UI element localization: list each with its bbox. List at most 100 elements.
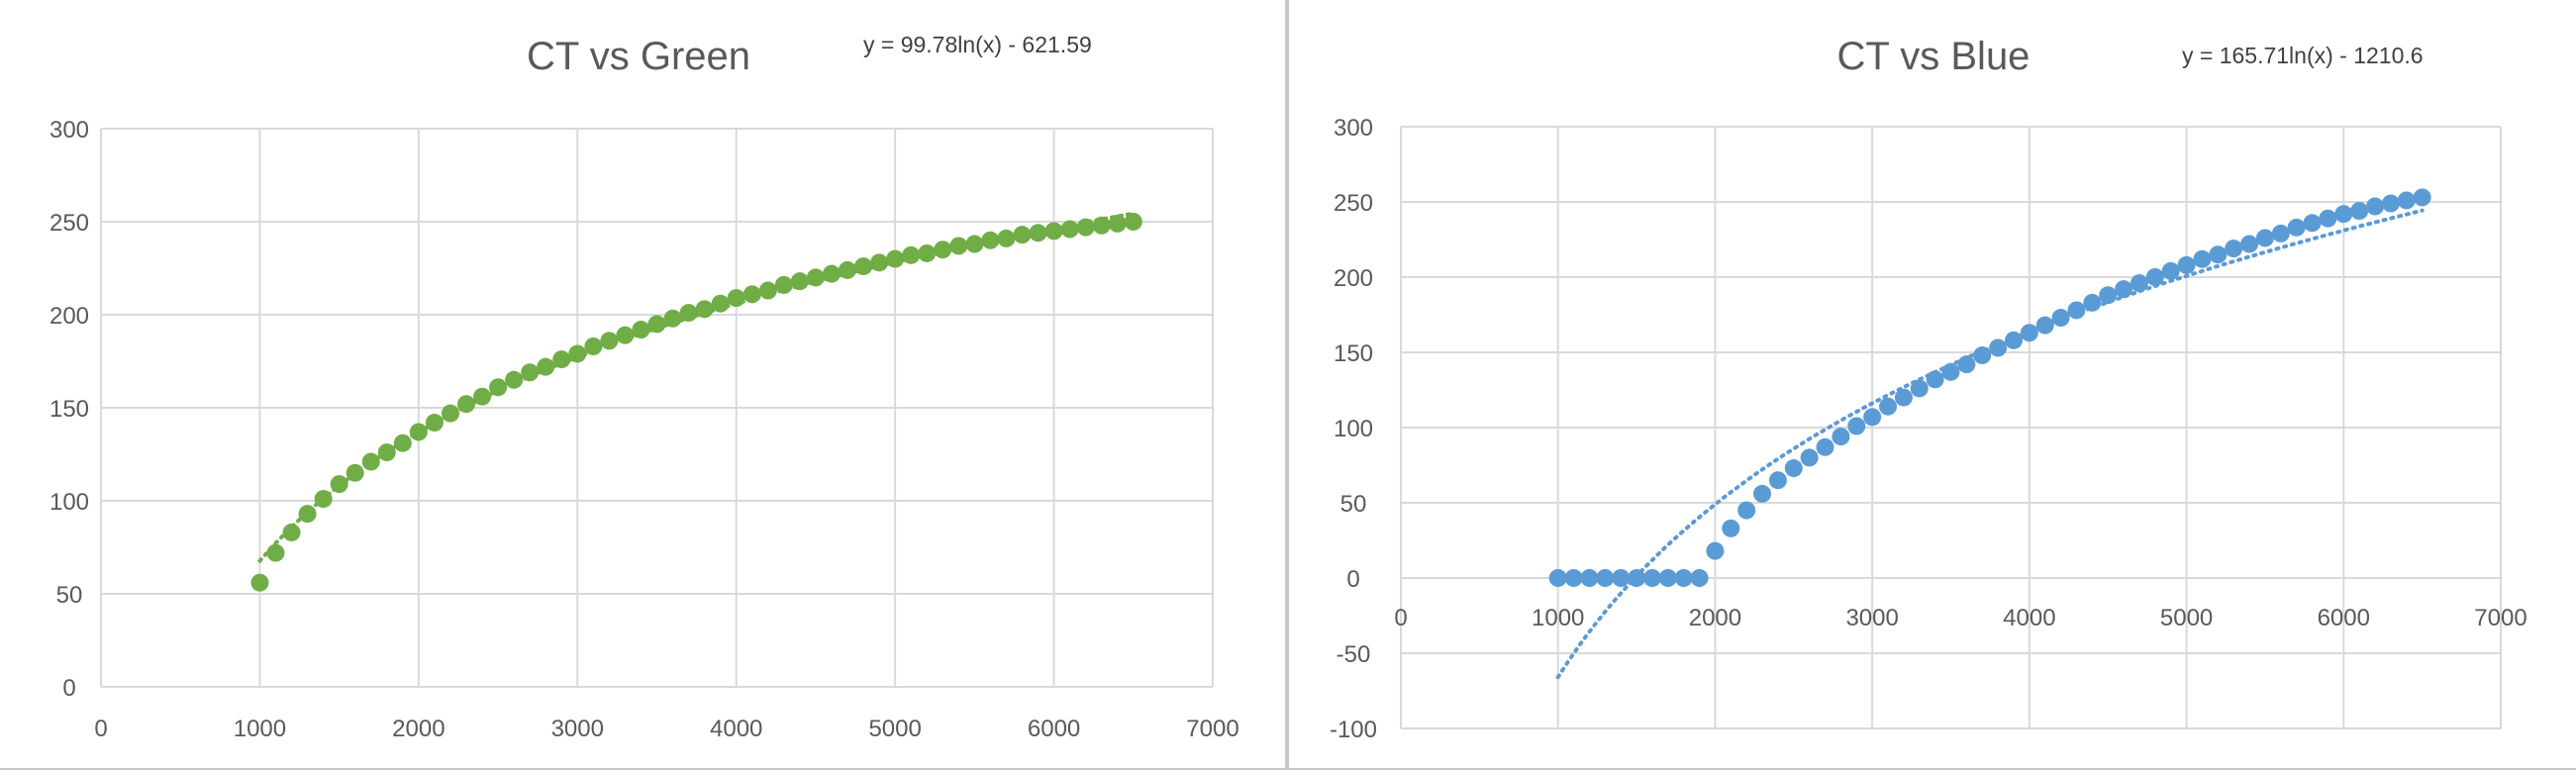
data-point [1973,346,1992,365]
data-point [1832,428,1850,446]
y-tick-label: 300 [1334,115,1373,142]
data-point [1737,501,1756,520]
data-point [600,332,619,350]
data-point [1690,569,1709,587]
data-point [727,289,745,308]
trendline [1555,208,2425,680]
data-point [1076,218,1095,237]
data-point [2366,197,2385,216]
data-point [1596,569,1615,587]
data-point [1628,569,1646,587]
data-point [1816,437,1834,456]
y-tick-label: 250 [1334,190,1373,217]
data-point [441,404,459,423]
data-point [2287,218,2306,237]
y-tick-label: 200 [50,303,89,330]
data-point [2225,240,2243,258]
data-point [584,337,603,355]
data-point [2035,316,2054,335]
data-point [282,523,301,541]
data-point [1564,569,1583,587]
data-point [2350,202,2369,221]
data-point [568,344,587,363]
data-point [1910,379,1929,398]
data-point [266,543,285,562]
data-point [2271,224,2290,242]
data-point [2115,280,2133,299]
x-tick-label: 2000 [1689,605,1741,631]
data-point [2334,205,2353,224]
x-tick-label: 0 [94,716,107,742]
data-point [1642,569,1661,587]
data-point [1674,569,1693,587]
data-point [806,268,825,287]
data-point [774,275,793,294]
data-point [2051,309,2070,328]
data-point [1060,220,1079,239]
data-point [2209,245,2228,264]
data-point [1092,216,1111,235]
chart-title: CT vs Green [527,35,750,78]
data-point [1706,541,1725,560]
data-point [1768,471,1787,490]
x-tick-label: 0 [1394,605,1407,631]
y-tick-label: 0 [1346,566,1359,593]
chart-title: CT vs Blue [1837,35,2031,78]
data-point [2130,274,2148,293]
data-point [965,235,984,253]
data-point [1548,569,1567,587]
y-tick-label: 150 [1334,340,1373,367]
data-point [2381,194,2400,213]
data-point [409,423,428,441]
y-tick-label: 0 [62,675,75,702]
data-point [1124,213,1142,231]
data-point [1879,397,1898,416]
x-tick-label: 1000 [234,716,286,742]
y-tick-label: -50 [1337,641,1371,668]
chart-ct-vs-blue: CT vs Blue y = 165.71ln(x) - 1210.6 -100… [1330,35,2527,743]
data-point [1580,569,1599,587]
data-point [1800,448,1819,467]
data-point [1989,338,2008,357]
data-point [934,241,952,259]
trendline-equation: y = 99.78ln(x) - 621.59 [863,32,1092,57]
x-tick-label: 2000 [392,716,445,742]
data-point [1957,355,1976,374]
data-point [1044,222,1063,241]
data-point [1612,569,1631,587]
data-point [537,357,555,376]
data-point [2303,214,2322,233]
x-tick-label: 4000 [710,716,762,742]
data-point [616,326,635,344]
data-point [2083,293,2102,312]
data-point [997,229,1016,247]
y-tick-label: 150 [50,396,89,423]
data-point [552,350,571,369]
x-tick-label: 4000 [2003,605,2055,631]
data-point [839,260,857,279]
data-point [632,321,650,339]
data-point [2161,261,2180,280]
data-point [663,309,682,328]
data-point [870,253,889,272]
y-tick-label: 200 [1334,265,1373,292]
chart-panel-green: CT vs Green y = 99.78ln(x) - 621.59 0 50 1… [0,0,1285,768]
data-point [2004,331,2023,349]
data-point [330,475,348,494]
data-point [918,243,937,262]
y-tick-label: -100 [1330,717,1377,743]
data-point [1941,362,1960,381]
x-tick-label: 7000 [2474,605,2526,631]
y-tick-label: 50 [56,582,83,609]
x-tick-label: 3000 [551,716,604,742]
data-point [377,443,396,462]
chart-ct-vs-green: CT vs Green y = 99.78ln(x) - 621.59 0 50 1… [50,32,1239,742]
y-tick-label: 100 [50,489,89,516]
data-point [1029,224,1047,242]
data-point [489,378,508,397]
data-point [981,231,1000,249]
x-tick-label: 3000 [1845,605,1898,631]
data-point [1847,417,1866,435]
